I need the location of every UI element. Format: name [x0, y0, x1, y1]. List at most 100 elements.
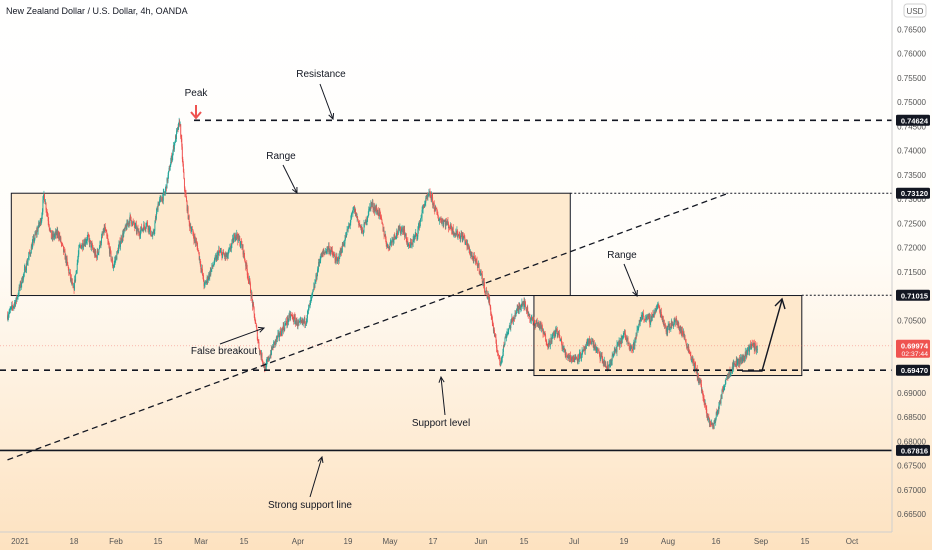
candle-body: [106, 236, 108, 239]
candle-body: [751, 343, 753, 347]
candle-body: [650, 315, 652, 322]
candle-body: [26, 262, 28, 265]
candle-body: [545, 341, 547, 343]
candle-body: [314, 281, 316, 283]
candle-body: [532, 319, 534, 322]
candle-body: [197, 245, 199, 251]
candle-body: [226, 253, 228, 259]
candle-body: [645, 318, 647, 320]
candle-body: [252, 299, 253, 307]
candle-body: [514, 313, 516, 320]
candle-body: [657, 304, 659, 307]
candle-body: [45, 203, 46, 204]
candle-body: [668, 324, 670, 330]
candle-body: [653, 311, 655, 317]
candle-body: [429, 191, 430, 193]
time-axis[interactable]: 2021 18 Feb 15 Mar 15 Apr 19 May 17 Jun 15 Jul 19 Aug 1…: [11, 537, 859, 546]
candle-body: [228, 250, 230, 252]
candle-body: [418, 222, 420, 228]
candle-body: [214, 258, 215, 264]
candle-body: [329, 250, 331, 253]
candle-body: [393, 239, 395, 243]
candle-body: [598, 349, 599, 351]
candle-body: [562, 346, 564, 350]
candle-body: [113, 263, 115, 267]
candle-body: [394, 236, 396, 238]
candle-body: [495, 335, 496, 338]
candle-body: [105, 230, 107, 232]
candle-body: [342, 243, 344, 247]
price-tick-label: 0.71500: [897, 268, 926, 277]
candle-body: [137, 228, 139, 233]
candle-body: [704, 402, 706, 405]
candle-body: [77, 259, 79, 264]
candle-body: [554, 333, 556, 336]
candle-body: [538, 322, 540, 326]
candle-body: [75, 274, 77, 282]
candle-body: [124, 228, 126, 230]
candles: [7, 117, 758, 430]
candle-body: [724, 384, 726, 387]
candle-body: [551, 336, 553, 343]
candle-body: [526, 307, 528, 313]
candle-body: [129, 215, 131, 224]
candle-body: [595, 349, 597, 351]
candle-body: [596, 348, 598, 350]
currency-badge[interactable]: [903, 3, 927, 18]
candle-body: [613, 350, 615, 353]
candle-body: [388, 247, 390, 249]
candle-body: [209, 271, 211, 278]
candle-body: [391, 239, 393, 244]
candle-body: [83, 243, 85, 246]
candle-body: [633, 341, 635, 347]
candle-body: [377, 210, 379, 214]
candle-body: [205, 282, 207, 284]
candle-body: [421, 209, 423, 218]
candle-body: [151, 234, 153, 236]
candle-body: [480, 271, 482, 273]
candle-body: [640, 316, 642, 319]
candle-body: [45, 203, 47, 210]
candle-body: [326, 247, 328, 251]
candle-body: [318, 262, 320, 270]
candle-body: [359, 225, 361, 227]
candle-body: [79, 245, 81, 246]
candle-body: [686, 346, 688, 348]
candle-body: [194, 236, 196, 240]
candle-body: [225, 255, 227, 257]
candle-body: [128, 221, 130, 225]
candle-body: [743, 356, 745, 360]
candle-body: [348, 225, 350, 228]
trend-line[interactable]: [7, 192, 729, 461]
candle-body: [727, 375, 729, 379]
candle-body: [514, 318, 515, 320]
candle-body: [659, 312, 661, 315]
range-box-1[interactable]: [10, 192, 571, 297]
candle-body: [546, 341, 548, 345]
candle-body: [715, 418, 717, 422]
candle-body: [131, 220, 133, 225]
candle-body: [103, 227, 105, 233]
candle-body: [282, 329, 284, 333]
candle-body: [62, 244, 64, 247]
candle-body: [271, 346, 273, 350]
candle-body: [565, 353, 567, 356]
candle-body: [275, 337, 277, 342]
candle-body: [734, 362, 736, 365]
candle-body: [201, 268, 203, 270]
price-tick-label: 0.73500: [897, 171, 926, 180]
candle-body: [348, 224, 350, 226]
candle-body: [333, 254, 335, 256]
candle-body: [38, 222, 40, 228]
candle-body: [434, 208, 436, 211]
candle-body: [94, 250, 96, 256]
candle-body: [530, 318, 532, 320]
candle-body: [194, 236, 195, 241]
candle-body: [402, 228, 403, 232]
candle-body: [697, 373, 699, 378]
candle-body: [357, 216, 359, 220]
candle-body: [706, 409, 708, 417]
candle-body: [727, 373, 729, 379]
